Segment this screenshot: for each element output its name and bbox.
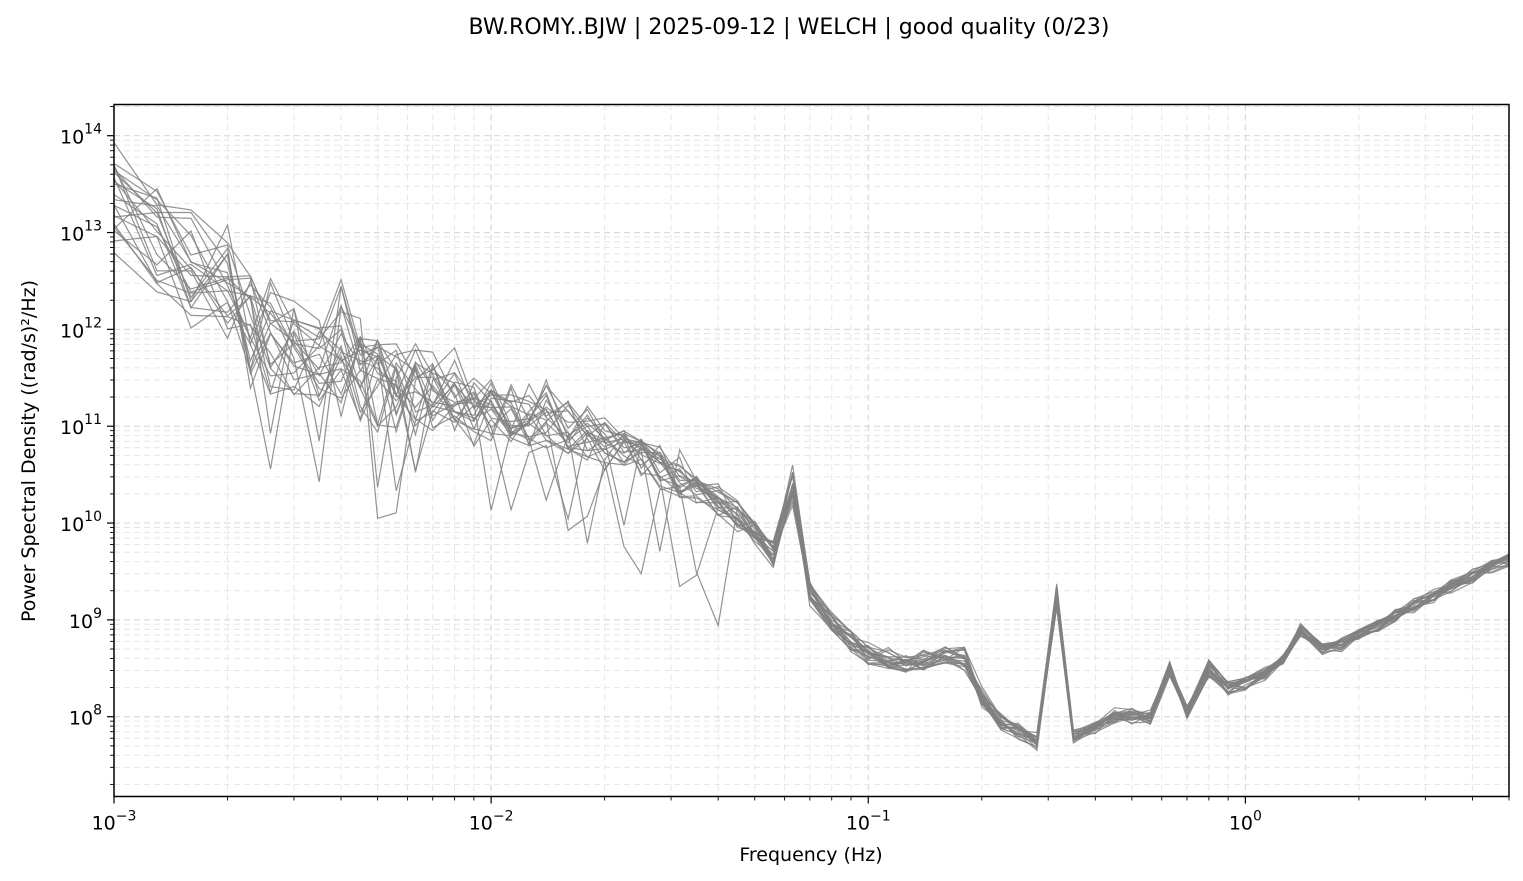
x-tick-label: 10−3	[92, 809, 137, 835]
psd-series-line	[113, 168, 1510, 742]
y-tick-label: 1011	[60, 412, 102, 439]
psd-series-line	[113, 199, 1510, 743]
chart-title: BW.ROMY..BJW | 2025-09-12 | WELCH | good…	[469, 15, 1110, 40]
psd-series-line	[113, 204, 1510, 744]
y-tick-label: 1014	[60, 122, 102, 149]
y-axis-label: Power Spectral Density ((rad/s)²/Hz)	[18, 280, 40, 622]
x-tick-label: 10−2	[469, 809, 514, 835]
plot-frame	[113, 103, 1510, 798]
x-tick-label: 10−1	[846, 809, 891, 835]
psd-series-line	[113, 187, 1510, 745]
y-tick-label: 1013	[60, 219, 102, 246]
psd-curves	[113, 142, 1510, 752]
psd-series-line	[113, 165, 1510, 748]
psd-series-line	[113, 229, 1510, 741]
y-axis-ticks: 108 109 1010 1011 1012 1013 1014	[60, 106, 114, 785]
y-tick-label: 1010	[60, 509, 102, 536]
psd-series-line	[113, 179, 1510, 747]
x-axis-label: Frequency (Hz)	[739, 844, 882, 866]
y-tick-label: 1012	[60, 315, 102, 342]
psd-series-line	[113, 235, 1510, 744]
y-tick-label: 109	[69, 606, 102, 633]
x-tick-label: 100	[1229, 809, 1262, 835]
psd-series-line	[113, 170, 1510, 734]
psd-series-line	[113, 194, 1510, 752]
psd-series-line	[113, 226, 1510, 742]
psd-series-line	[113, 183, 1510, 743]
x-axis-ticks: 10−3 10−2 10−1 100	[92, 796, 1510, 835]
psd-series-line	[113, 171, 1510, 745]
y-tick-label: 108	[69, 703, 102, 730]
psd-series-line	[113, 180, 1510, 741]
psd-series-line	[113, 223, 1510, 746]
